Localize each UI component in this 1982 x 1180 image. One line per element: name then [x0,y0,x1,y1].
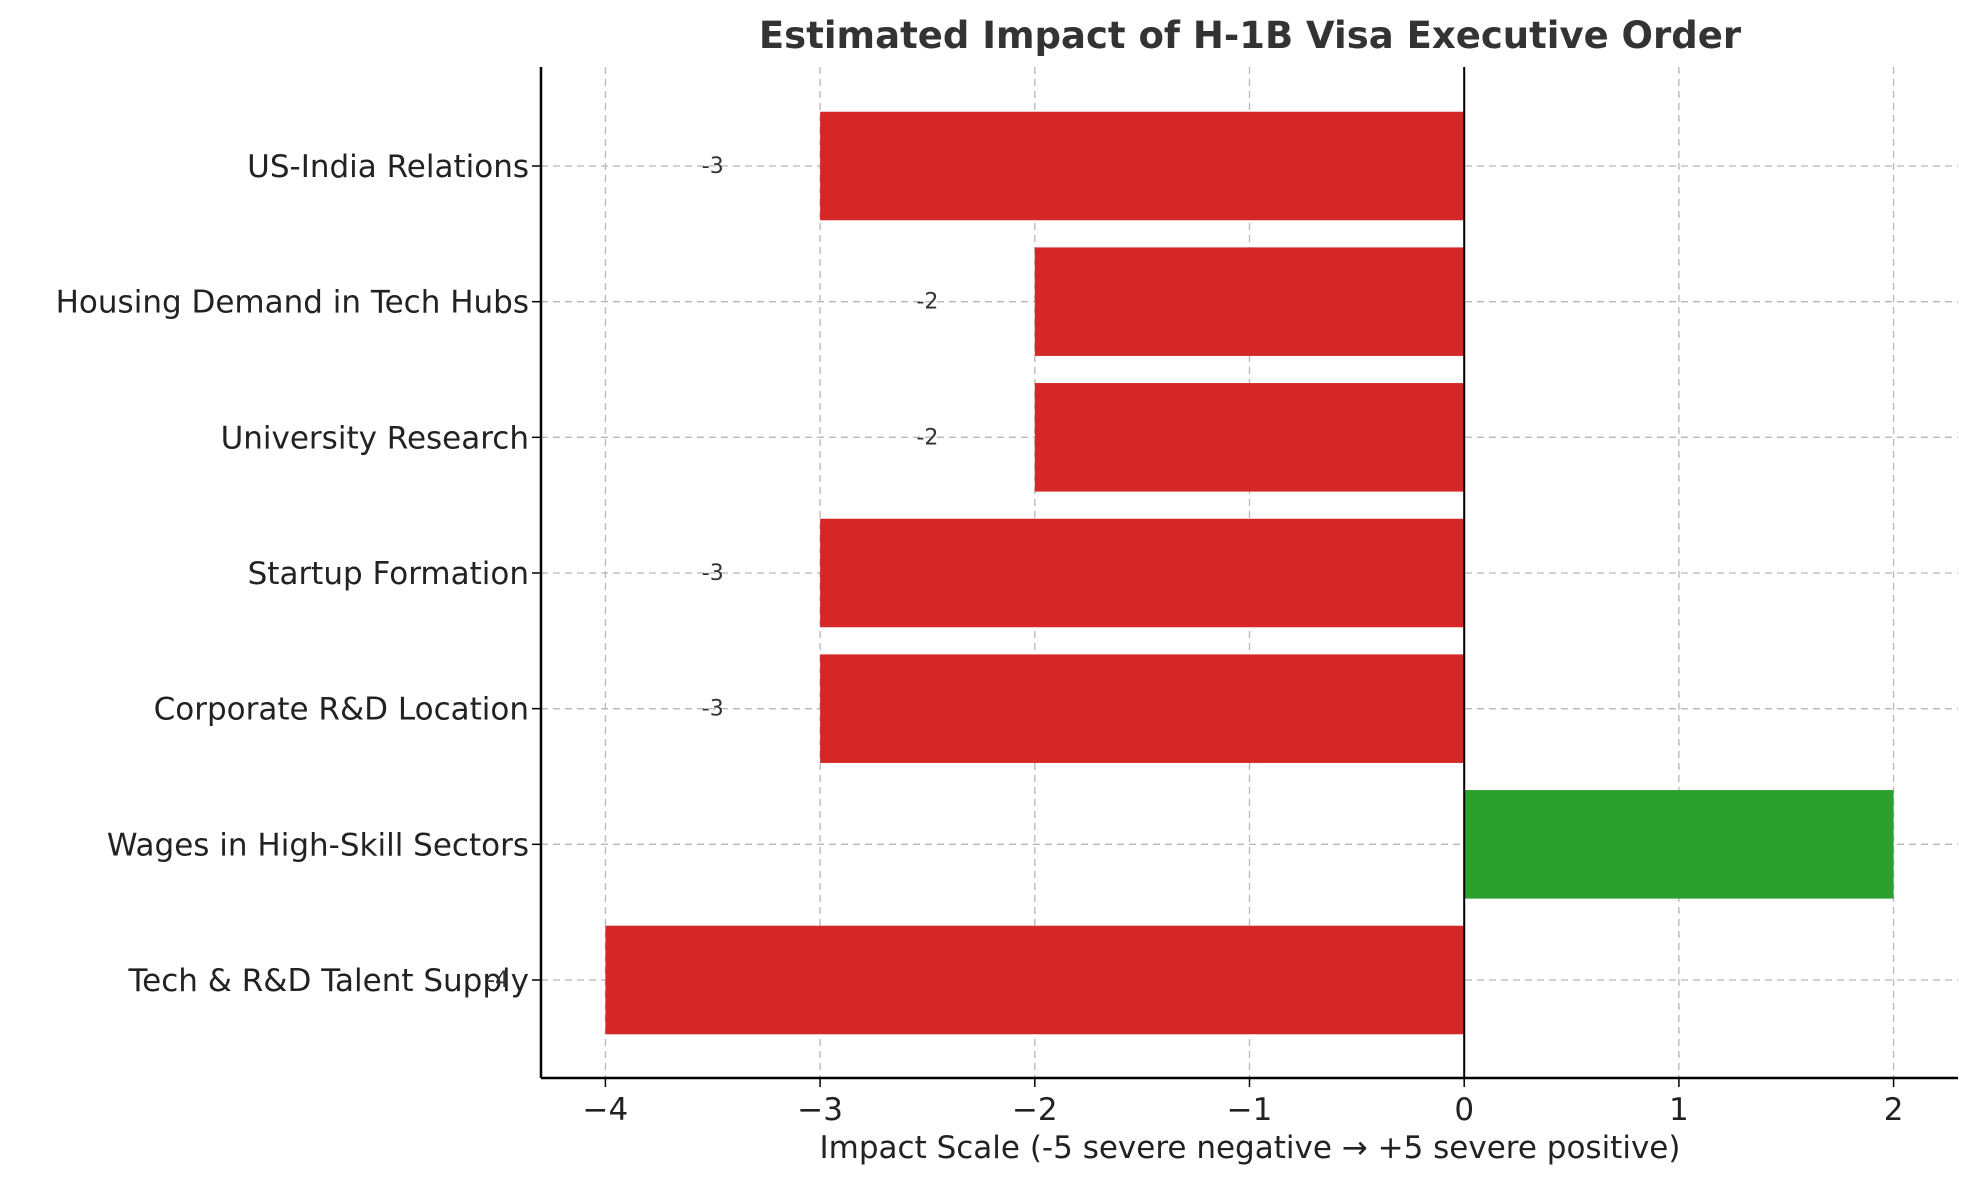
category-label: University Research [221,420,529,456]
x-tick-label: −2 [1012,1092,1058,1128]
x-tick-label: 0 [1454,1092,1474,1128]
x-tick-label: 1 [1669,1092,1689,1128]
x-axis-title: Impact Scale (-5 severe negative → +5 se… [820,1130,1681,1166]
x-tick-label: −3 [797,1092,843,1128]
category-label: Startup Formation [248,556,529,592]
category-label: Tech & R&D Talent Supply [127,963,529,999]
bars-layer [605,111,1894,1035]
chart-title: Estimated Impact of H-1B Visa Executive … [759,14,1742,57]
bar-0 [605,925,1465,1035]
bar-3 [820,518,1465,628]
data-value-label: -3 [702,561,724,586]
data-value-label: -3 [702,697,724,722]
data-value-label: -2 [916,290,938,315]
x-tick-label: −1 [1227,1092,1273,1128]
labels-layer: −4 −3 −2 −1 0 1 2 Tech & R&D Talent Supply Wages… [56,149,1904,1128]
bar-5 [1034,247,1465,356]
bar-6 [820,111,1465,221]
bar-1 [1464,790,1894,899]
category-label: US-India Relations [247,149,529,185]
category-label: Corporate R&D Location [154,692,529,728]
bar-2 [820,654,1465,763]
category-label: Housing Demand in Tech Hubs [56,285,529,321]
x-tick-label: −4 [583,1092,629,1128]
category-label: Wages in High-Skill Sectors [107,827,529,863]
data-value-label: -3 [702,154,724,179]
data-value-label: -4 [487,968,509,993]
axes-layer [532,67,1958,1087]
x-tick-label: 2 [1884,1092,1904,1128]
data-value-label: -2 [916,425,938,450]
bar-4 [1034,383,1465,492]
